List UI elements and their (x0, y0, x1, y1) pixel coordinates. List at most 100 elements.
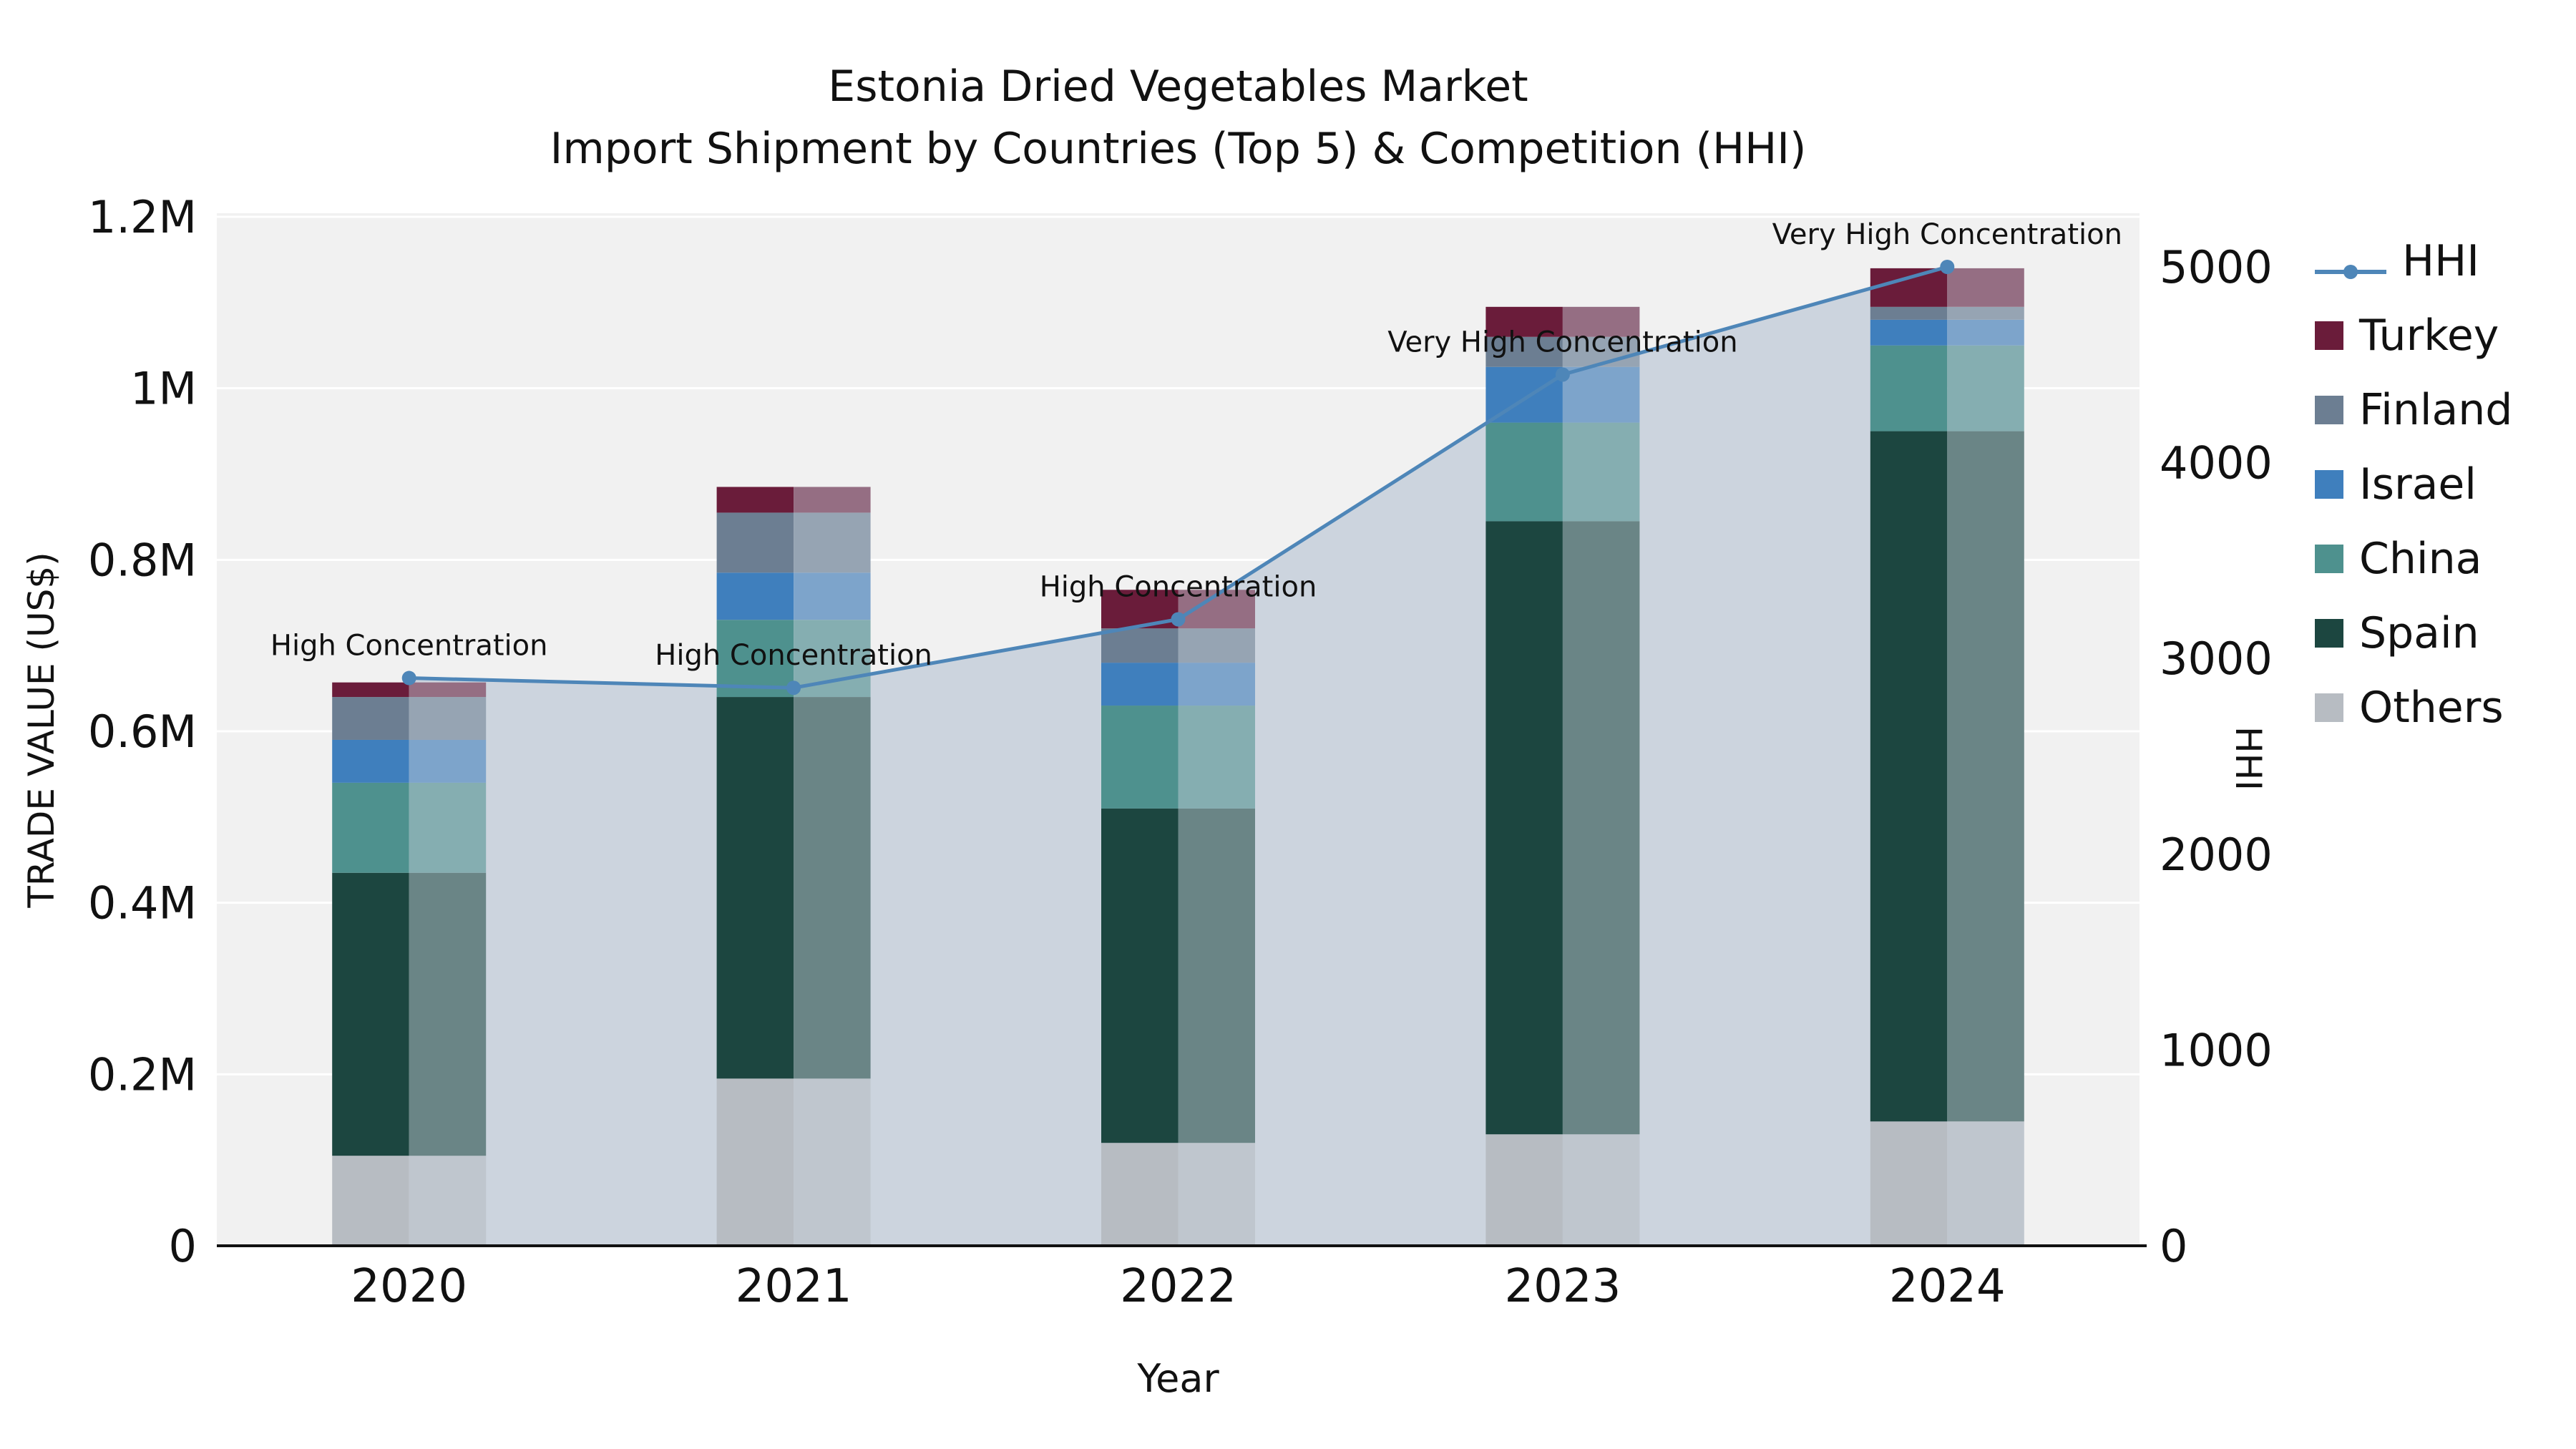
legend-item-israel[interactable]: Israel (2315, 459, 2512, 509)
legend-item-finland[interactable]: Finland (2315, 385, 2512, 435)
bar-segment-spain-2020[interactable] (332, 872, 409, 1156)
y-right-tick: 1000 (2160, 1024, 2273, 1076)
bar-segment-finland-2024-shaded[interactable] (1947, 306, 2024, 320)
bar-segment-israel-2020[interactable] (332, 739, 409, 783)
y-left-tick: 0.8M (88, 534, 197, 586)
bar-segment-china-2024[interactable] (1870, 345, 1948, 431)
bar-segment-china-2020[interactable] (332, 782, 409, 873)
bar-segment-china-2023[interactable] (1485, 422, 1563, 522)
bar-segment-finland-2021[interactable] (716, 512, 794, 573)
bar-segment-china-2022-shaded[interactable] (1178, 706, 1256, 809)
bar-segment-others-2020[interactable] (332, 1156, 409, 1246)
hhi-marker-2023[interactable] (1555, 367, 1570, 382)
bar-segment-israel-2023-shaded[interactable] (1562, 366, 1640, 423)
bar-segment-spain-2024-shaded[interactable] (1947, 431, 2024, 1122)
annotation-2021: High Concentration (655, 639, 932, 672)
bar-segment-others-2022-shaded[interactable] (1178, 1143, 1256, 1246)
hhi-marker-2021[interactable] (786, 680, 801, 696)
y-left-tick: 0.2M (88, 1048, 197, 1101)
bar-segment-finland-2022[interactable] (1101, 628, 1179, 663)
annotation-2022: High Concentration (1040, 570, 1317, 603)
legend-label: China (2359, 534, 2482, 584)
y-right-tick: 3000 (2160, 633, 2273, 685)
legend-label: Finland (2359, 385, 2513, 435)
bar-segment-spain-2022-shaded[interactable] (1178, 808, 1256, 1143)
legend-item-others[interactable]: Others (2315, 683, 2512, 733)
bar-segment-spain-2020-shaded[interactable] (409, 872, 487, 1156)
legend-item-turkey[interactable]: Turkey (2315, 311, 2512, 361)
bar-segment-spain-2021-shaded[interactable] (794, 697, 871, 1079)
bar-segment-turkey-2023-shaded[interactable] (1562, 306, 1640, 337)
others-swatch-icon (2315, 693, 2343, 722)
y-left-tick: 0 (169, 1220, 197, 1272)
bar-segment-israel-2022[interactable] (1101, 663, 1179, 706)
y2-axis-title: HHI (2228, 726, 2269, 791)
bar-segment-finland-2023-shaded[interactable] (1562, 336, 1640, 367)
bar-segment-spain-2021[interactable] (716, 697, 794, 1079)
bar-segment-china-2021[interactable] (716, 620, 794, 698)
bar-segment-others-2024-shaded[interactable] (1947, 1121, 2024, 1246)
bar-segment-israel-2024-shaded[interactable] (1947, 319, 2024, 346)
legend-item-spain[interactable]: Spain (2315, 608, 2512, 658)
annotation-2023: Very High Concentration (1387, 326, 1737, 358)
bar-segment-china-2023-shaded[interactable] (1562, 422, 1640, 522)
bar-segment-turkey-2021[interactable] (716, 487, 794, 513)
bar-segment-china-2024-shaded[interactable] (1947, 345, 2024, 431)
bar-segment-israel-2021[interactable] (716, 572, 794, 620)
hhi-marker-2024[interactable] (1940, 260, 1955, 274)
annotation-2024: Very High Concentration (1772, 218, 2122, 251)
bar-segment-spain-2023-shaded[interactable] (1562, 521, 1640, 1135)
bar-segment-finland-2020[interactable] (332, 697, 409, 740)
turkey-swatch-icon (2315, 321, 2343, 350)
y-right-tick: 0 (2160, 1220, 2187, 1272)
hhi-marker-2020[interactable] (401, 670, 416, 686)
bar-segment-israel-2022-shaded[interactable] (1178, 663, 1256, 706)
y-right-tick: 5000 (2160, 241, 2273, 293)
bar-segment-china-2022[interactable] (1101, 706, 1179, 809)
legend-item-china[interactable]: China (2315, 534, 2512, 584)
y-left-tick: 0.4M (88, 877, 197, 930)
bar-segment-turkey-2020[interactable] (332, 682, 409, 698)
bar-segment-others-2023[interactable] (1485, 1134, 1563, 1246)
y-left-tick: 1.2M (88, 191, 197, 243)
bar-segment-finland-2024[interactable] (1870, 306, 1948, 320)
bar-segment-turkey-2020-shaded[interactable] (409, 682, 487, 698)
bar-segment-israel-2024[interactable] (1870, 319, 1948, 346)
bar-segment-turkey-2024-shaded[interactable] (1947, 268, 2024, 307)
israel-swatch-icon (2315, 470, 2343, 499)
bar-segment-others-2021[interactable] (716, 1078, 794, 1246)
bar-segment-israel-2021-shaded[interactable] (794, 572, 871, 620)
legend-label: Israel (2359, 459, 2477, 509)
bar-segment-spain-2022[interactable] (1101, 808, 1179, 1143)
bar-segment-turkey-2021-shaded[interactable] (794, 487, 871, 513)
legend-item-hhi[interactable]: HHI (2315, 236, 2512, 286)
bar-segment-others-2023-shaded[interactable] (1562, 1134, 1640, 1246)
bar-segment-turkey-2024[interactable] (1870, 268, 1948, 307)
bar-segment-spain-2024[interactable] (1870, 431, 1948, 1122)
bar-segment-spain-2023[interactable] (1485, 521, 1563, 1135)
legend-label: Others (2359, 683, 2504, 733)
x-tick-2021: 2021 (736, 1260, 852, 1313)
bar-segment-others-2024[interactable] (1870, 1121, 1948, 1246)
bar-segment-finland-2023[interactable] (1485, 336, 1563, 367)
bar-segment-finland-2022-shaded[interactable] (1178, 628, 1256, 663)
x-axis-title: Year (1137, 1356, 1219, 1401)
legend: HHI Turkey Finland Israel China Spain Ot… (2315, 236, 2512, 733)
y-right-tick: 4000 (2160, 437, 2273, 489)
bar-segment-israel-2020-shaded[interactable] (409, 739, 487, 783)
x-tick-2020: 2020 (351, 1260, 467, 1313)
spain-swatch-icon (2315, 619, 2343, 648)
bar-segment-turkey-2023[interactable] (1485, 306, 1563, 337)
bar-segment-finland-2021-shaded[interactable] (794, 512, 871, 573)
hhi-line-icon (2315, 247, 2386, 279)
bar-segment-finland-2020-shaded[interactable] (409, 697, 487, 740)
bar-segment-others-2021-shaded[interactable] (794, 1078, 871, 1246)
y-left-tick: 0.6M (88, 706, 197, 758)
bar-segment-others-2022[interactable] (1101, 1143, 1179, 1246)
hhi-marker-2022[interactable] (1171, 612, 1186, 627)
bar-segment-others-2020-shaded[interactable] (409, 1156, 487, 1246)
y-axis-title: TRADE VALUE (US$) (21, 552, 62, 908)
bar-segment-china-2020-shaded[interactable] (409, 782, 487, 873)
